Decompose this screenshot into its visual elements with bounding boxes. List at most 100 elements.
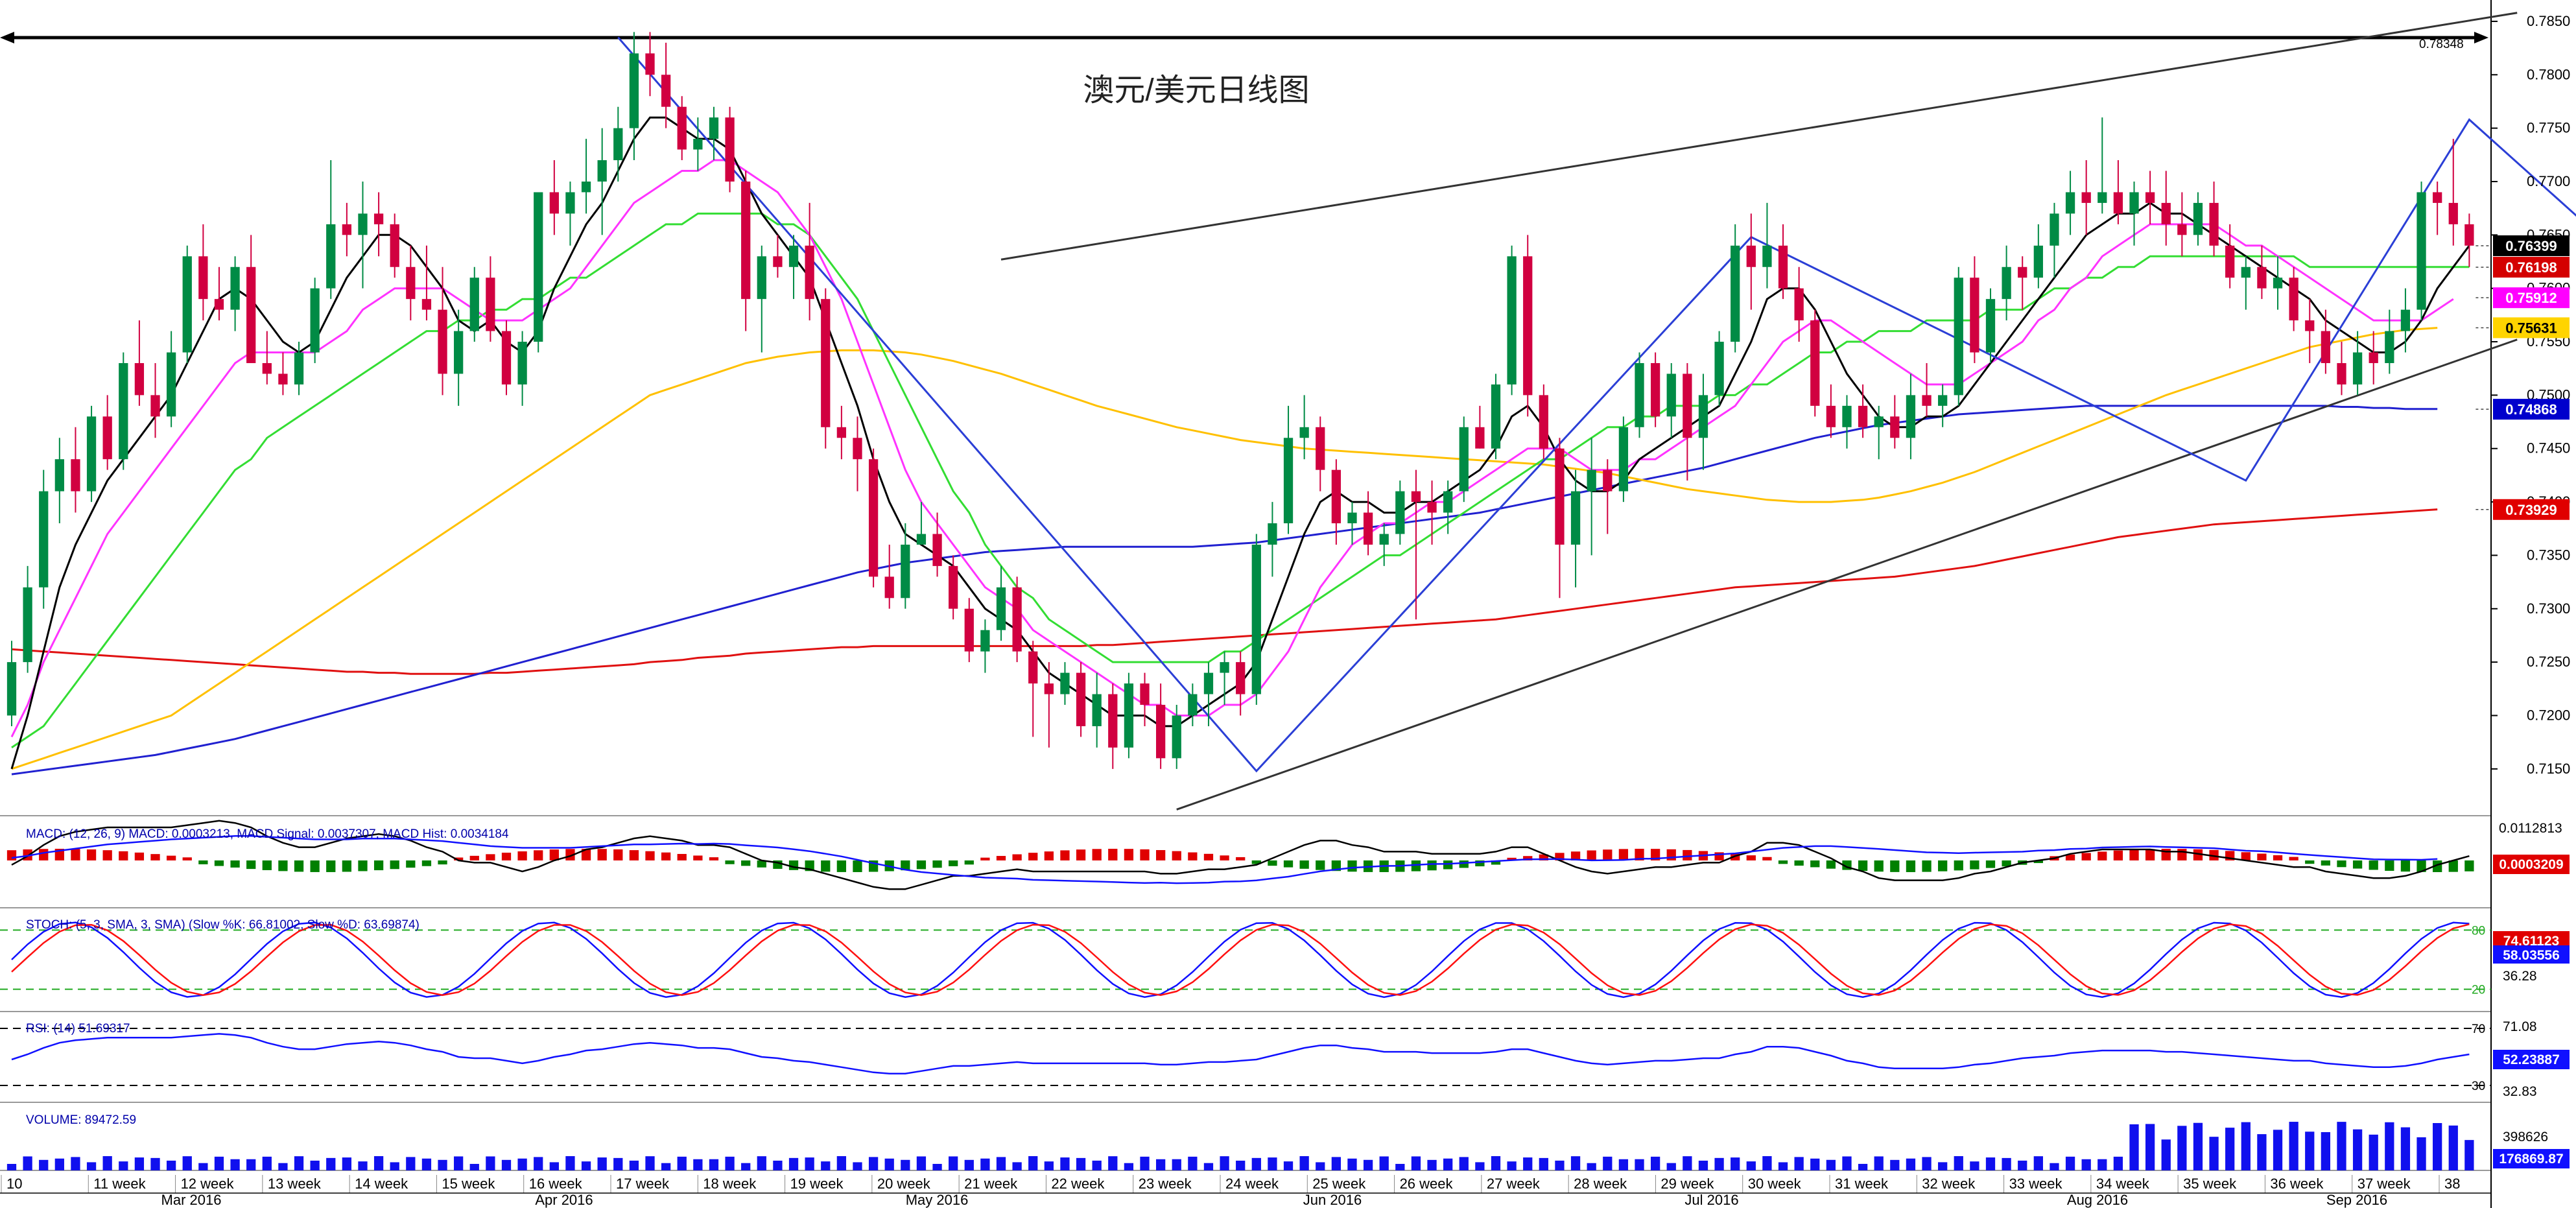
volume-bar [150,1157,160,1170]
candle [613,128,623,161]
candle [262,362,272,374]
candle [501,331,512,385]
ma-yellow-line [11,327,2438,770]
candle [214,299,224,310]
zigzag-line [617,36,2576,773]
volume-bar [1203,1163,1214,1170]
volume-bar [2129,1124,2139,1170]
volume-bar [2097,1159,2107,1170]
volume-bar [278,1163,288,1170]
price-label-box [2493,317,2570,338]
volume-bar [1746,1161,1756,1170]
candle [278,373,288,385]
macd-hist-bar [39,849,49,860]
macd-hist-bar [549,849,559,860]
week-label: 12 week [181,1176,235,1192]
macd-hist-bar [2337,860,2346,868]
macd-hist-bar [964,860,974,865]
price-label: 0.76198 [2505,259,2557,276]
candle [821,299,831,427]
price-tick-label: 0.7200 [2527,707,2570,723]
candle [1954,278,1963,396]
volume-bar [406,1157,416,1170]
candle [2241,266,2251,278]
macd-hist-bar [342,860,352,872]
macd-hist-bar [1810,860,1820,868]
candle [1299,427,1309,438]
volume-bar [1650,1156,1660,1170]
candle [2416,192,2426,310]
volume-bar [1826,1159,1836,1170]
candle [326,224,336,289]
candle [980,630,990,652]
volume-bar [2033,1156,2043,1170]
candle [438,309,447,374]
volume-bar [1316,1162,1325,1170]
volume-bar [932,1163,942,1170]
macd-hist-bar [2400,860,2411,872]
macd-hist-bar [565,849,575,860]
macd-hist-bar [1188,852,1198,860]
volume-label-box [2493,1149,2570,1168]
price-label-box [2493,235,2570,256]
candle [1922,395,1932,406]
volume-bar [2050,1163,2059,1170]
macd-hist-bar [1251,860,1261,864]
volume-bar [1954,1156,1963,1170]
macd-hist-bar [71,849,80,860]
price-tick-label: 0.7750 [2527,120,2570,136]
macd-hist-bar [2065,854,2075,860]
volume-bar [2177,1126,2187,1170]
month-label: Mar 2016 [161,1192,222,1208]
macd-hist-bar [2464,860,2474,871]
volume-bar [246,1159,256,1170]
macd-hist-bar [501,853,512,860]
volume-bar [2289,1122,2298,1170]
candle [1092,694,1102,726]
volume-bar [1475,1162,1485,1170]
volume-bar [262,1156,272,1170]
volume-bar [1922,1157,1932,1170]
month-label: Aug 2016 [2067,1192,2128,1208]
volume-header: VOLUME: 89472.59 [26,1113,136,1127]
macd-hist-bar [2193,849,2203,860]
candle [1906,395,1916,438]
volume-bar [773,1160,783,1170]
candle [709,117,719,139]
macd-hist-bar [2113,850,2123,860]
week-label: 35 week [2183,1176,2237,1192]
macd-header: MACD: (12, 26, 9) MACD: 0.0003213, MACD … [26,827,509,841]
candle [1363,512,1373,545]
volume-bar [1331,1157,1341,1170]
macd-value-label: 0.0003209 [2499,857,2563,872]
macd-hist-bar [1459,860,1469,868]
macd-hist-bar [629,850,639,860]
rsi-label: 32.83 [2503,1084,2537,1099]
volume-bar [6,1164,17,1170]
macd-hist-bar [2033,860,2043,864]
candle [805,245,814,300]
volume-bar [1523,1157,1533,1170]
candle [86,416,97,491]
candle [6,662,17,716]
macd-hist-bar [2369,860,2378,870]
macd-hist-bar [102,850,112,860]
macd-hist-bar [1731,853,1740,860]
channel-lower-line [1176,338,2518,811]
macd-hist-bar [836,860,847,872]
macd-hist-bar [645,851,655,860]
volume-bar [102,1156,112,1170]
candle [1060,672,1070,694]
macd-hist-bar [2416,860,2426,872]
macd-hist-bar [1826,860,1836,869]
volume-bar [677,1156,687,1170]
rsi-30-label: 30 [2472,1080,2485,1093]
price-tick-label: 0.7700 [2527,173,2570,189]
macd-hist-bar [1746,855,1756,860]
macd-hist-bar [1650,849,1660,860]
volume-bar [342,1157,352,1170]
candle [2369,352,2378,363]
volume-bar [1268,1157,1277,1170]
month-label: May 2016 [906,1192,969,1208]
